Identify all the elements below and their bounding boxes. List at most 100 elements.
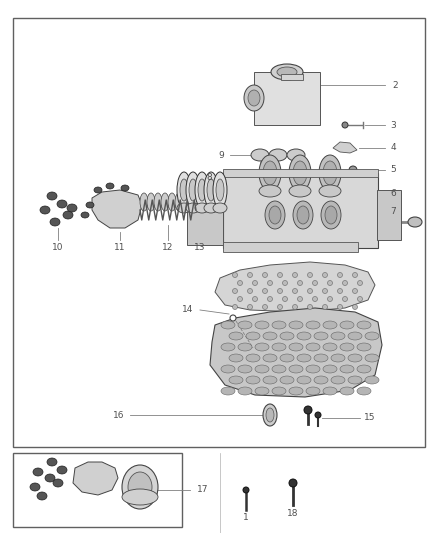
Ellipse shape	[289, 185, 311, 197]
Ellipse shape	[213, 172, 227, 208]
Circle shape	[357, 296, 363, 302]
Ellipse shape	[33, 468, 43, 476]
Circle shape	[307, 304, 312, 310]
Ellipse shape	[259, 155, 281, 191]
Circle shape	[247, 304, 252, 310]
Ellipse shape	[63, 211, 73, 219]
Circle shape	[247, 288, 252, 294]
Text: 1: 1	[243, 513, 249, 522]
Bar	[187, 185, 223, 245]
Ellipse shape	[280, 332, 294, 340]
Ellipse shape	[189, 179, 197, 201]
Ellipse shape	[177, 172, 191, 208]
Circle shape	[283, 296, 287, 302]
Ellipse shape	[244, 85, 264, 111]
Ellipse shape	[269, 206, 281, 224]
Polygon shape	[210, 308, 382, 397]
Ellipse shape	[255, 343, 269, 351]
Ellipse shape	[189, 193, 197, 211]
Ellipse shape	[255, 321, 269, 329]
Ellipse shape	[272, 321, 286, 329]
Text: 4: 4	[390, 143, 396, 152]
Ellipse shape	[168, 193, 176, 211]
Circle shape	[343, 280, 347, 286]
Ellipse shape	[182, 193, 190, 211]
Ellipse shape	[323, 343, 337, 351]
Circle shape	[262, 272, 268, 278]
Ellipse shape	[266, 408, 274, 422]
Ellipse shape	[53, 479, 63, 487]
Bar	[13, 453, 182, 527]
Ellipse shape	[297, 332, 311, 340]
Ellipse shape	[289, 387, 303, 395]
Ellipse shape	[293, 161, 307, 185]
Circle shape	[293, 272, 297, 278]
Ellipse shape	[195, 172, 209, 208]
Text: 13: 13	[194, 244, 206, 253]
Ellipse shape	[238, 321, 252, 329]
Circle shape	[315, 412, 321, 418]
Ellipse shape	[47, 458, 57, 466]
Ellipse shape	[323, 161, 337, 185]
Ellipse shape	[248, 90, 260, 106]
Text: 17: 17	[197, 486, 208, 495]
Ellipse shape	[122, 465, 158, 509]
Ellipse shape	[204, 172, 218, 208]
Ellipse shape	[94, 187, 102, 193]
Ellipse shape	[271, 64, 303, 80]
Text: 18: 18	[287, 508, 299, 518]
Circle shape	[307, 288, 312, 294]
Ellipse shape	[238, 365, 252, 373]
Bar	[281, 74, 303, 80]
Text: 7: 7	[390, 207, 396, 216]
Circle shape	[353, 288, 357, 294]
Ellipse shape	[306, 343, 320, 351]
Circle shape	[304, 406, 312, 414]
Ellipse shape	[321, 201, 341, 229]
Ellipse shape	[263, 404, 277, 426]
Circle shape	[341, 189, 349, 197]
Ellipse shape	[289, 321, 303, 329]
Ellipse shape	[319, 185, 341, 197]
Circle shape	[268, 296, 272, 302]
Circle shape	[293, 288, 297, 294]
Ellipse shape	[357, 343, 371, 351]
Ellipse shape	[355, 218, 365, 226]
Ellipse shape	[306, 321, 320, 329]
Ellipse shape	[306, 365, 320, 373]
Ellipse shape	[221, 365, 235, 373]
Circle shape	[342, 122, 348, 128]
Ellipse shape	[57, 466, 67, 474]
Ellipse shape	[175, 193, 183, 211]
Text: 15: 15	[364, 414, 375, 423]
Ellipse shape	[204, 203, 218, 213]
Ellipse shape	[216, 179, 224, 201]
Ellipse shape	[57, 200, 67, 208]
Circle shape	[283, 280, 287, 286]
Circle shape	[328, 296, 332, 302]
Circle shape	[262, 288, 268, 294]
Circle shape	[312, 280, 318, 286]
Ellipse shape	[289, 155, 311, 191]
Circle shape	[343, 296, 347, 302]
Ellipse shape	[251, 149, 269, 161]
Circle shape	[278, 288, 283, 294]
Ellipse shape	[121, 185, 129, 191]
Text: 12: 12	[162, 244, 174, 253]
Circle shape	[278, 272, 283, 278]
Circle shape	[293, 304, 297, 310]
Ellipse shape	[47, 192, 57, 200]
Ellipse shape	[259, 185, 281, 197]
Circle shape	[357, 280, 363, 286]
Ellipse shape	[238, 343, 252, 351]
Circle shape	[233, 304, 237, 310]
Circle shape	[349, 166, 357, 174]
Text: 10: 10	[52, 244, 64, 253]
Ellipse shape	[323, 387, 337, 395]
Circle shape	[312, 296, 318, 302]
Ellipse shape	[86, 202, 94, 208]
Text: 9: 9	[218, 150, 224, 159]
Circle shape	[233, 174, 240, 182]
Ellipse shape	[263, 354, 277, 362]
Circle shape	[297, 296, 303, 302]
